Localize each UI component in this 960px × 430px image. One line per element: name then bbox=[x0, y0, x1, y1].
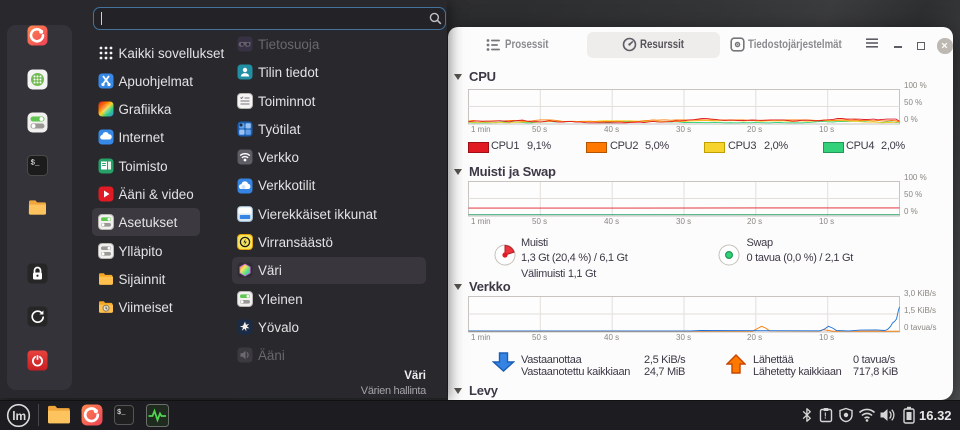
svg-text:!: ! bbox=[824, 412, 827, 421]
svg-text:$_: $_ bbox=[31, 160, 41, 168]
svg-text:$_: $_ bbox=[117, 409, 126, 417]
svg-text:lm: lm bbox=[12, 409, 26, 423]
